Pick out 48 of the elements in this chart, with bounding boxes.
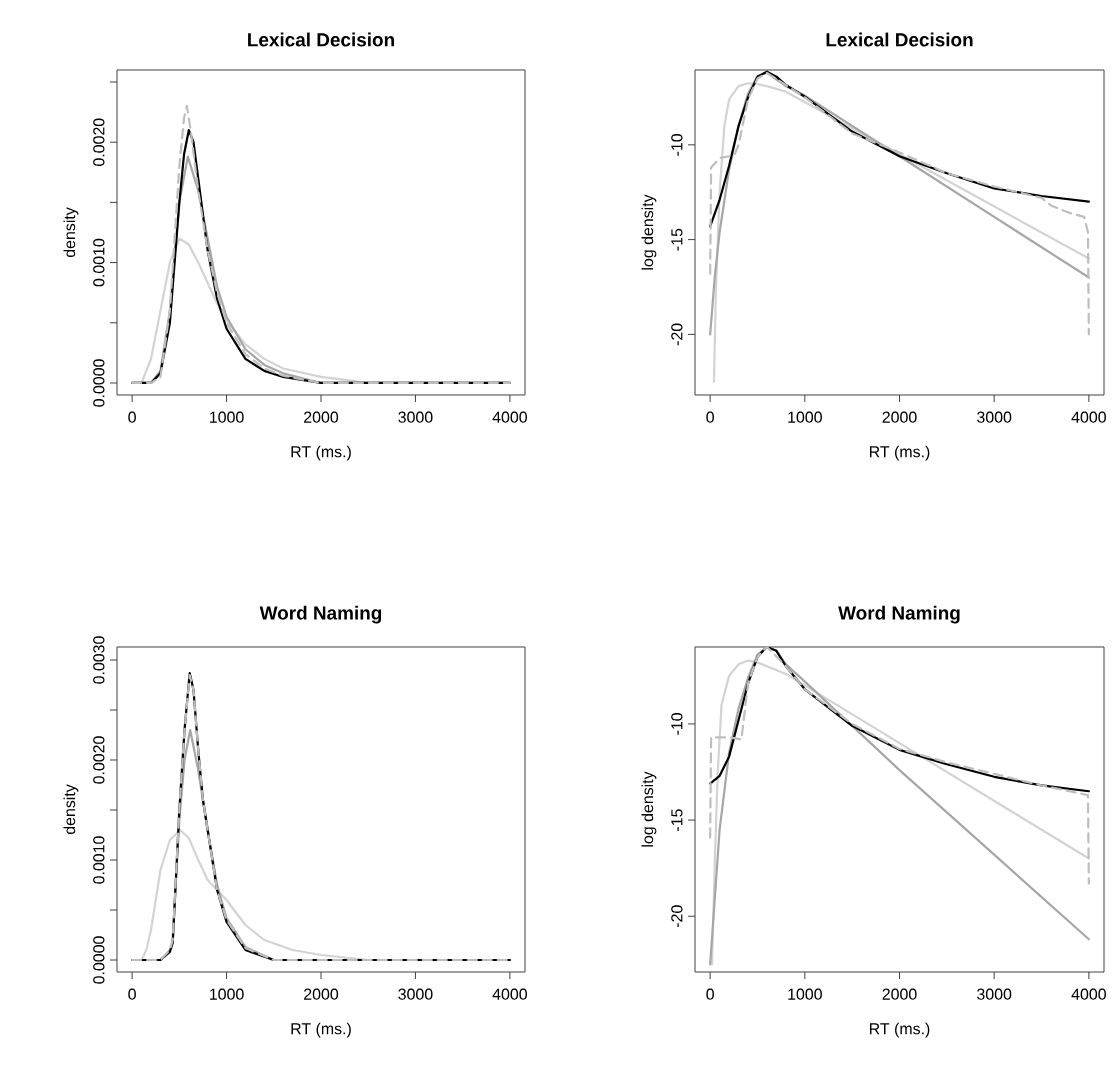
x-tick-label: 3000 [398, 411, 433, 423]
x-tick-label: 1000 [210, 411, 244, 423]
y-axis-title: log density [641, 771, 657, 847]
line-series [709, 71, 1090, 336]
x-tick-label: 1000 [210, 988, 244, 1000]
x-tick-label: 2000 [304, 411, 339, 423]
y-tick-label: 0.0030 [93, 636, 105, 684]
x-tick-label: 2000 [304, 988, 339, 1000]
x-tick-label: 0 [706, 988, 714, 1000]
x-tick-label: 2000 [882, 411, 917, 423]
line-series [709, 647, 1090, 885]
y-tick-label: -10 [671, 713, 683, 735]
x-tick-label: 1000 [788, 411, 822, 423]
chart-title: Word Naming [838, 605, 960, 624]
x-tick-label: 3000 [398, 988, 433, 1000]
x-tick-label: 1000 [788, 988, 822, 1000]
y-tick-label: 0.0020 [93, 736, 105, 784]
x-tick-label: 3000 [977, 411, 1012, 423]
y-tick-label: 0.0010 [93, 238, 105, 287]
y-axis-title: density [63, 207, 79, 258]
line-series [709, 647, 1090, 793]
x-tick-label: 4000 [492, 988, 527, 1000]
y-tick-label: -15 [671, 228, 683, 251]
y-tick-label: -10 [671, 133, 683, 156]
x-axis-title: RT (ms.) [291, 445, 351, 461]
y-tick-label: -15 [671, 809, 683, 831]
x-tick-label: 4000 [1071, 988, 1106, 1000]
x-tick-label: 4000 [1071, 411, 1106, 423]
x-tick-label: 2000 [882, 988, 917, 1000]
y-tick-label: -20 [671, 323, 683, 346]
chart-title: Lexical Decision [826, 32, 973, 47]
x-tick-label: 0 [128, 988, 136, 1000]
chart-title: Word Naming [259, 605, 382, 624]
chart-title: Lexical Decision [248, 32, 394, 47]
y-axis-title: density [63, 784, 79, 835]
x-tick-label: 0 [706, 411, 714, 423]
y-tick-label: -20 [671, 905, 683, 928]
x-tick-label: 0 [128, 411, 136, 423]
x-axis-title: RT (ms.) [869, 1022, 930, 1038]
y-tick-label: 0.0000 [93, 359, 105, 407]
x-tick-label: 3000 [977, 988, 1012, 1000]
y-tick-label: 0.0010 [93, 836, 105, 884]
y-axis-title: log density [641, 194, 657, 270]
y-tick-label: 0.0020 [93, 118, 105, 166]
x-tick-label: 4000 [492, 411, 527, 423]
y-tick-label: 0.0000 [93, 936, 105, 984]
x-axis-title: RT (ms.) [291, 1022, 351, 1038]
x-axis-title: RT (ms.) [869, 445, 930, 461]
